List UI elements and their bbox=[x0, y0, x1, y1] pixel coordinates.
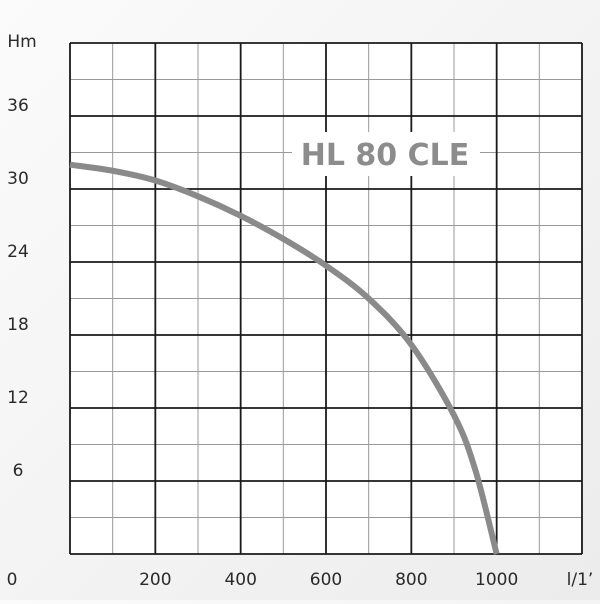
series-line-0 bbox=[69, 161, 500, 555]
y-tick-label: 12 bbox=[7, 388, 29, 408]
x-tick-label: 600 bbox=[310, 570, 342, 590]
x-tick-label: 200 bbox=[139, 570, 171, 590]
y-tick-label: 18 bbox=[7, 315, 29, 335]
y-tick-label: 24 bbox=[7, 242, 29, 262]
x-tick-label: 800 bbox=[395, 570, 427, 590]
grid-major-lines bbox=[69, 42, 583, 555]
series-layer bbox=[69, 161, 500, 555]
y-tick-label: 36 bbox=[7, 96, 29, 116]
x-axis-label: l/1’ bbox=[567, 570, 594, 590]
x-tick-label: 1000 bbox=[475, 570, 518, 590]
y-axis-label: Hm bbox=[7, 32, 36, 52]
x-tick-label: 400 bbox=[224, 570, 256, 590]
origin-label: 0 bbox=[7, 570, 18, 590]
y-tick-label: 6 bbox=[13, 461, 24, 481]
chart-title: HL 80 CLE bbox=[301, 138, 470, 173]
chart-title-background bbox=[292, 132, 480, 176]
x-tick-labels: 200 400 600 800 1000 bbox=[139, 570, 518, 590]
y-tick-label: 30 bbox=[7, 169, 29, 189]
y-tick-labels: 6 12 18 24 30 36 bbox=[7, 96, 29, 481]
